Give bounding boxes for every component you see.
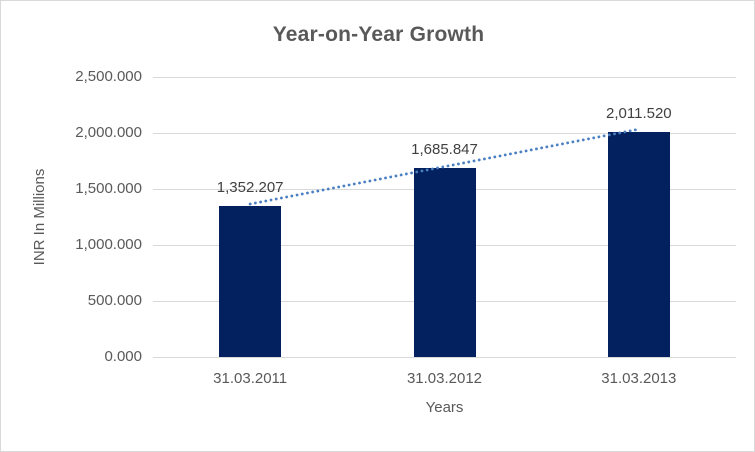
bar (413, 168, 476, 357)
x-tick-label: 31.03.2013 (601, 370, 677, 387)
bar (607, 131, 670, 357)
gridline (153, 76, 736, 78)
x-tick-label: 31.03.2011 (213, 370, 288, 387)
y-tick-label: 1,000.000 (75, 236, 142, 253)
y-tick-label: 500.000 (87, 292, 142, 309)
gridline (153, 356, 736, 358)
y-tick-label: 1,500.000 (75, 180, 142, 197)
x-tick-label: 31.03.2012 (406, 370, 483, 387)
y-tick-label: 2,500.000 (75, 68, 142, 85)
x-axis-title: Years (425, 399, 464, 416)
bar (219, 205, 282, 357)
data-label: 1,352.207 (216, 178, 284, 196)
chart-title: Year-on-Year Growth (272, 23, 485, 46)
data-label: 2,011.520 (606, 104, 672, 122)
data-label: 1,685.847 (411, 141, 478, 159)
y-tick-label: 2,000.000 (75, 124, 142, 141)
y-tick-label: 0.000 (104, 348, 142, 365)
y-axis-title: INR In Millions (31, 168, 48, 266)
